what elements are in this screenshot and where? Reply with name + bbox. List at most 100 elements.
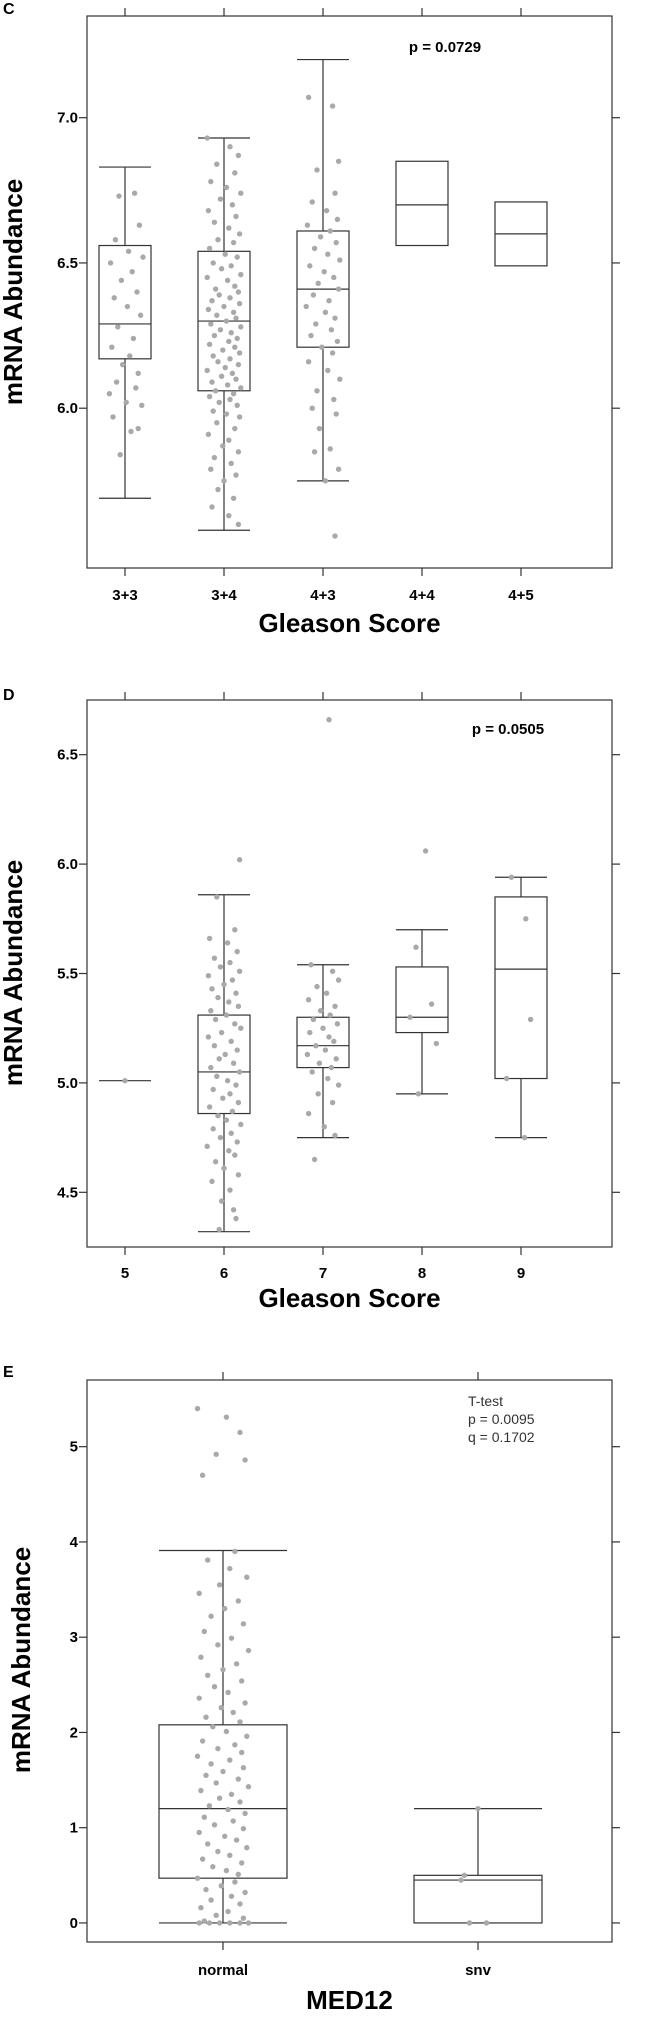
data-point	[228, 1130, 234, 1136]
data-point	[199, 1472, 206, 1478]
data-point	[208, 178, 214, 185]
data-point	[229, 202, 236, 208]
data-point	[212, 286, 219, 292]
data-point	[204, 135, 210, 141]
y-axis-title: mRNA Abundance	[0, 179, 28, 405]
data-point	[215, 1642, 221, 1648]
data-point	[135, 370, 141, 377]
data-point	[227, 1187, 233, 1193]
data-point	[233, 1215, 239, 1222]
data-point	[335, 158, 342, 164]
data-point	[215, 237, 221, 243]
data-point	[235, 1598, 241, 1604]
data-point	[215, 359, 221, 365]
data-point	[131, 190, 138, 196]
data-point	[322, 1047, 329, 1053]
data-point	[212, 388, 219, 394]
data-point	[305, 997, 312, 1003]
data-point	[225, 1806, 231, 1813]
data-point	[228, 1038, 234, 1045]
box-normal	[158, 1549, 288, 1924]
data-point	[329, 350, 336, 356]
data-point	[329, 103, 336, 109]
data-point	[210, 1126, 216, 1132]
data-point	[232, 1879, 238, 1885]
data-point	[234, 948, 240, 955]
x-tick-label: 8	[418, 1265, 426, 1282]
data-point	[335, 466, 342, 472]
data-point	[307, 263, 313, 269]
data-point	[314, 983, 320, 990]
data-point	[196, 1829, 202, 1836]
x-tick-label: 3+3	[112, 587, 137, 604]
data-point	[220, 1666, 226, 1673]
data-point	[311, 1156, 318, 1163]
data-point	[229, 977, 236, 983]
data-point	[218, 1704, 224, 1711]
data-point	[204, 367, 210, 374]
data-point	[218, 1029, 225, 1036]
data-point	[234, 254, 240, 260]
y-tick-label: 6.0	[57, 856, 78, 873]
data-point	[209, 504, 215, 510]
data-point	[201, 1814, 207, 1820]
data-point	[233, 990, 239, 996]
data-point	[461, 1872, 468, 1879]
data-point	[332, 1003, 338, 1010]
data-point	[233, 213, 239, 220]
data-point	[245, 1647, 252, 1654]
x-axis-title: Gleason Score	[258, 1283, 440, 1313]
data-point	[209, 298, 215, 304]
data-point	[238, 324, 244, 330]
data-point	[210, 353, 216, 359]
data-point	[305, 94, 312, 101]
data-point	[245, 1784, 252, 1790]
data-point	[242, 1700, 248, 1706]
x-axis-title: MED12	[306, 1985, 393, 2015]
data-point	[238, 190, 244, 196]
data-point	[230, 1060, 237, 1066]
data-point	[211, 454, 218, 461]
data-point	[198, 1905, 204, 1911]
data-point	[308, 332, 314, 339]
data-point	[194, 1875, 201, 1881]
data-point	[199, 1856, 206, 1862]
data-point	[115, 324, 121, 330]
data-point	[240, 1825, 247, 1832]
data-point	[230, 495, 237, 501]
data-point	[239, 1749, 245, 1756]
data-point	[213, 1780, 219, 1786]
data-point	[210, 1086, 216, 1093]
data-point	[205, 1557, 211, 1563]
data-point	[228, 1635, 235, 1641]
data-point	[313, 321, 319, 327]
data-point	[122, 1078, 128, 1084]
data-point	[220, 443, 226, 449]
data-point	[208, 466, 214, 472]
data-point	[230, 239, 237, 246]
y-tick-label: 5	[70, 1439, 78, 1456]
data-point	[119, 361, 126, 368]
data-point	[218, 1883, 224, 1889]
box-3+4	[197, 137, 251, 531]
data-point	[320, 1025, 326, 1031]
data-point	[304, 1051, 311, 1058]
data-point	[125, 248, 132, 255]
data-point	[238, 1025, 244, 1031]
x-tick-label: 6	[220, 1265, 228, 1282]
data-point	[315, 280, 321, 286]
y-tick-label: 1	[70, 1820, 78, 1837]
data-point	[226, 437, 232, 443]
data-point	[337, 376, 343, 382]
data-point	[332, 1132, 338, 1139]
data-point	[483, 1920, 490, 1926]
data-point	[133, 385, 139, 391]
data-point	[521, 1134, 528, 1141]
data-point	[242, 1457, 248, 1463]
data-point	[213, 1451, 219, 1457]
data-point	[236, 231, 243, 237]
data-point	[217, 196, 224, 202]
data-point	[216, 1056, 222, 1062]
data-point	[326, 1034, 332, 1040]
plot-frame	[86, 1379, 613, 1943]
